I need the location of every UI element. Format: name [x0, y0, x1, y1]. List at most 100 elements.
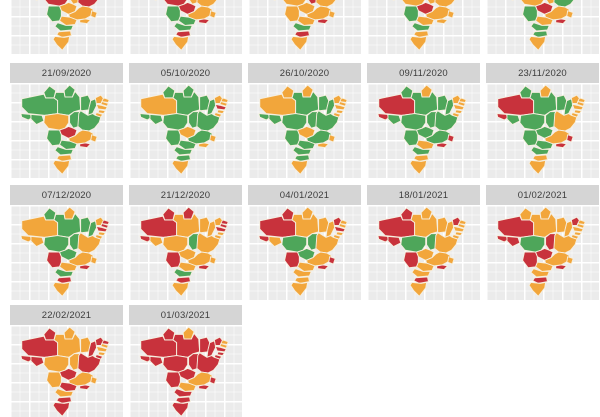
state-region: [416, 1, 435, 15]
state-region: [400, 207, 414, 221]
state-region: [182, 207, 195, 220]
state-region: [566, 256, 574, 265]
state-region: [571, 225, 584, 233]
state-region: [165, 129, 181, 147]
state-region: [198, 264, 211, 271]
state-shapes: [258, 85, 348, 175]
state-region: [416, 125, 435, 139]
state-region: [436, 18, 449, 25]
state-region: [315, 0, 337, 8]
state-region: [577, 97, 586, 103]
map-facet: [486, 0, 599, 55]
state-region: [519, 113, 546, 131]
state-region: [458, 97, 467, 103]
state-shapes: [154, 0, 218, 51]
state-region: [452, 103, 465, 111]
map-facet: 18/01/2021: [367, 185, 480, 301]
brazil-choropleth-map: [511, 0, 575, 51]
brazil-choropleth-map: [35, 0, 99, 51]
state-region: [149, 113, 164, 126]
state-region: [196, 0, 218, 8]
state-region: [43, 113, 70, 131]
map-facet: 01/02/2021: [486, 185, 599, 301]
state-region: [290, 281, 309, 297]
facet-panel: [10, 0, 123, 55]
state-region: [447, 10, 455, 19]
facet-strip: 05/10/2020: [129, 63, 242, 83]
state-region: [281, 207, 295, 221]
state-region: [219, 343, 228, 349]
state-region: [220, 339, 229, 345]
map-facet: 22/02/2021: [10, 305, 123, 417]
state-region: [573, 231, 582, 236]
map-facet: 05/10/2020: [129, 63, 242, 179]
state-region: [95, 345, 108, 353]
facet-panel: [367, 0, 480, 55]
state-shapes: [511, 0, 575, 51]
state-region: [522, 5, 538, 23]
map-facet: 09/11/2020: [367, 63, 480, 179]
state-region: [555, 264, 568, 271]
state-region: [573, 109, 582, 114]
state-region: [519, 235, 546, 253]
facet-date-label: 18/01/2021: [398, 189, 449, 201]
state-region: [165, 5, 181, 23]
facet-date-label: 04/01/2021: [279, 189, 330, 201]
facet-date-label: 22/02/2021: [41, 309, 92, 321]
facet-strip: 26/10/2020: [248, 63, 361, 83]
state-region: [409, 281, 428, 297]
state-region: [97, 109, 106, 114]
state-region: [171, 159, 190, 175]
state-region: [77, 0, 99, 8]
facet-strip: 01/02/2021: [486, 185, 599, 205]
state-region: [178, 247, 197, 261]
state-region: [328, 10, 336, 19]
brazil-choropleth-map: [139, 85, 229, 175]
state-region: [535, 1, 554, 15]
brazil-choropleth-map: [20, 85, 110, 175]
state-region: [196, 232, 221, 254]
map-facet: 04/01/2021: [248, 185, 361, 301]
state-region: [506, 235, 521, 248]
state-region: [198, 18, 211, 25]
brazil-choropleth-map: [377, 85, 467, 175]
facet-row-4: 22/02/2021: [10, 305, 242, 417]
facet-strip: 21/09/2020: [10, 63, 123, 83]
state-region: [209, 10, 217, 19]
state-region: [555, 18, 568, 25]
state-region: [43, 355, 70, 373]
brazil-choropleth-map: [258, 85, 348, 175]
brazil-choropleth-map: [139, 207, 229, 297]
state-region: [149, 355, 164, 368]
state-region: [63, 207, 76, 220]
facet-panel: [129, 205, 242, 301]
state-region: [219, 223, 228, 229]
state-shapes: [496, 85, 586, 175]
state-region: [52, 281, 71, 297]
brazil-choropleth-map: [496, 207, 586, 297]
state-region: [90, 134, 98, 143]
state-region: [43, 207, 57, 221]
state-region: [519, 207, 533, 221]
state-region: [458, 219, 467, 225]
state-region: [539, 207, 552, 220]
state-shapes: [139, 85, 229, 175]
state-region: [292, 146, 312, 156]
map-facet: 21/09/2020: [10, 63, 123, 179]
state-region: [30, 113, 45, 126]
facet-panel: [10, 83, 123, 179]
state-region: [165, 371, 181, 389]
state-region: [530, 146, 550, 156]
state-region: [511, 0, 515, 2]
state-region: [328, 256, 336, 265]
state-region: [214, 225, 227, 233]
state-region: [284, 251, 300, 269]
state-region: [333, 225, 346, 233]
state-shapes: [139, 327, 229, 417]
state-region: [100, 343, 109, 349]
state-region: [77, 110, 102, 132]
state-region: [411, 146, 431, 156]
map-facet: [367, 0, 480, 55]
state-region: [400, 85, 414, 99]
